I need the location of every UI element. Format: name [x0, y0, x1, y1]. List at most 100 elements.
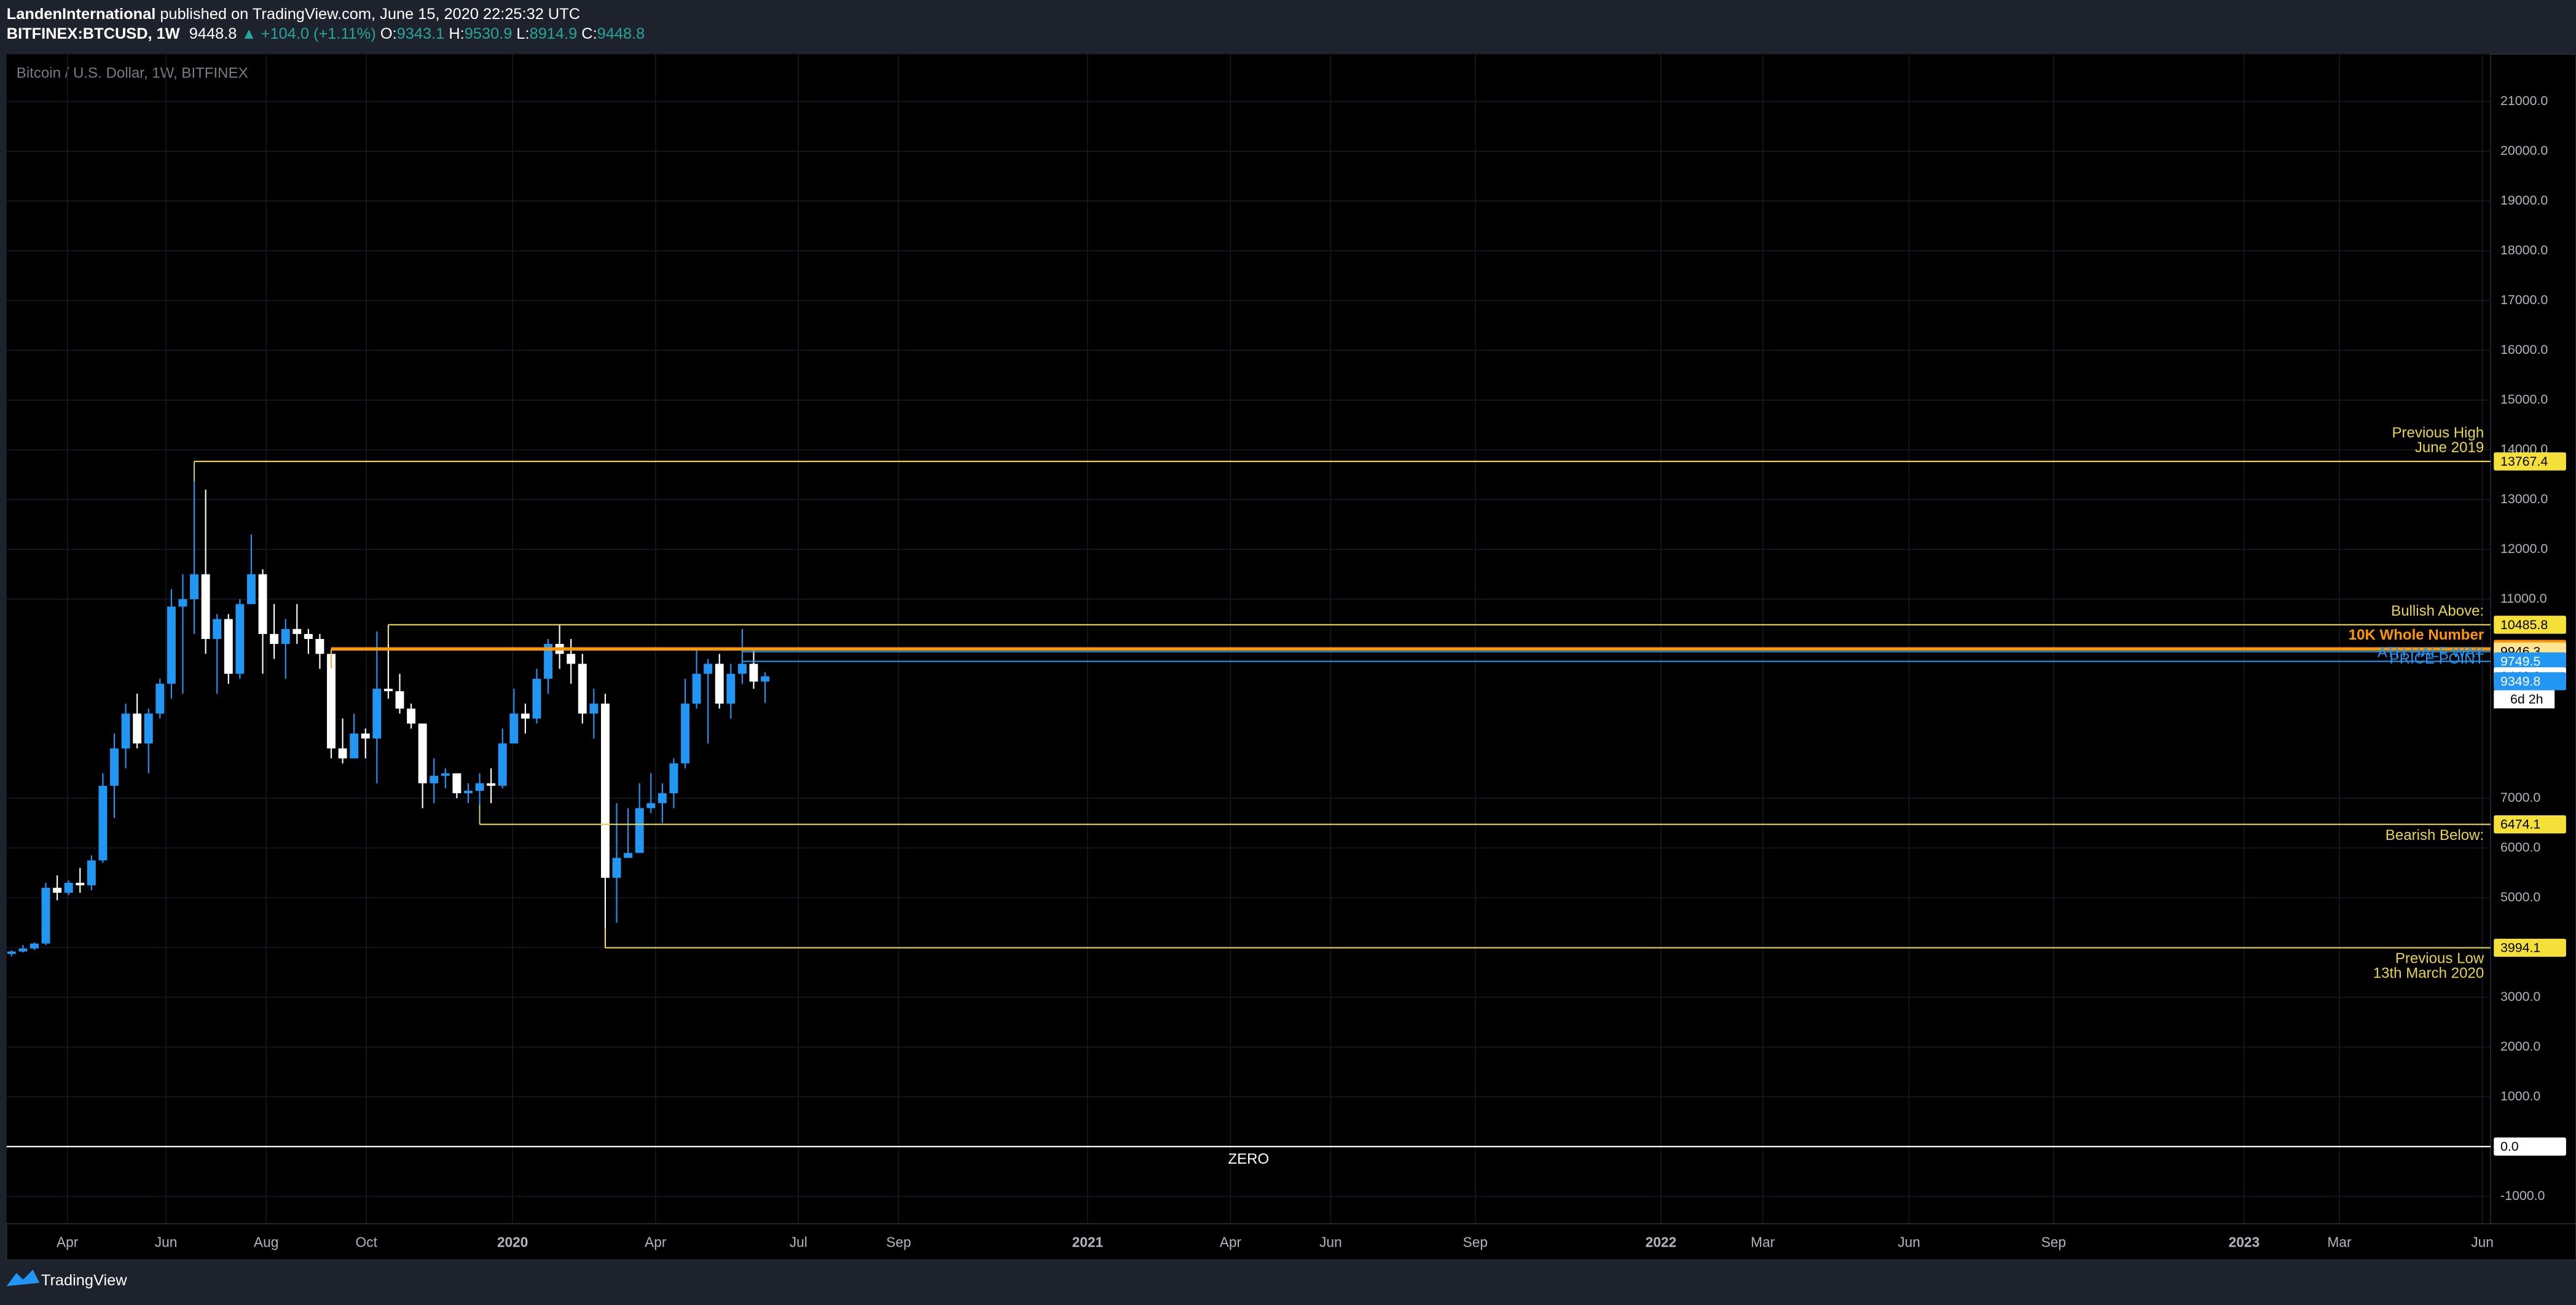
price-tag-label: 13767.4	[2500, 454, 2548, 469]
candle-body	[430, 775, 439, 783]
x-tick-label: Apr	[1220, 1234, 1242, 1250]
x-tick-label: 2022	[1646, 1234, 1677, 1250]
price-axis	[2490, 53, 2576, 1225]
x-tick-label: Jun	[1319, 1234, 1342, 1250]
candle-body	[29, 943, 39, 949]
price-tag	[2494, 452, 2566, 471]
candle-body	[681, 703, 689, 764]
candle-body	[589, 703, 599, 714]
time-axis	[6, 1223, 2576, 1261]
x-tick-label: Jun	[1898, 1234, 1920, 1250]
countdown: 6d 2h	[2510, 692, 2543, 707]
candle-body	[407, 708, 416, 724]
symbol: BITFINEX:BTCUSD, 1W	[7, 25, 180, 42]
x-tick-label: Aug	[254, 1234, 278, 1250]
price-tag-label: 9349.8	[2500, 674, 2540, 689]
candle-body	[258, 574, 267, 634]
y-tick-label: 21000.0	[2500, 93, 2548, 108]
price-tag-label: 9749.5	[2500, 654, 2540, 668]
candle-body	[98, 785, 108, 861]
candle-body	[544, 644, 552, 679]
candle-body	[235, 604, 245, 674]
candle-body	[578, 664, 587, 714]
candle-body	[669, 763, 678, 794]
candle-body	[64, 882, 73, 893]
price-tag	[2494, 938, 2566, 957]
x-tick-label: Oct	[356, 1234, 378, 1250]
price-tag	[2494, 815, 2566, 834]
header-line-1: LandenInternational published on Trading…	[7, 6, 580, 23]
c-label: C:	[581, 25, 597, 42]
candle-body	[704, 664, 713, 674]
l-label: L:	[516, 25, 529, 42]
candle-body	[441, 773, 450, 776]
price-tag	[2494, 652, 2566, 671]
candle-body	[464, 790, 473, 794]
level-note: 10K Whole Number	[2349, 627, 2484, 643]
x-tick-label: Mar	[2327, 1234, 2352, 1250]
level-note: June 2019	[2415, 439, 2484, 456]
x-tick-label: Sep	[1463, 1234, 1488, 1250]
candle-body	[761, 676, 770, 682]
candle-body	[635, 808, 644, 853]
c-value: 9448.8	[597, 25, 645, 42]
candle-body	[327, 654, 336, 749]
x-tick-label: Jun	[155, 1234, 178, 1250]
header-line-2: BITFINEX:BTCUSD, 1W 9448.8 ▲ +104.0 (+1.…	[7, 25, 645, 42]
candle-body	[749, 664, 758, 682]
y-tick-label: 5000.0	[2500, 890, 2540, 904]
candle-body	[53, 887, 62, 893]
candle-body	[270, 633, 279, 645]
candle-body	[167, 606, 176, 684]
candle-body	[155, 683, 165, 714]
candle-body	[76, 882, 85, 885]
candle-body	[726, 673, 736, 704]
level-note: Bullish Above:	[2391, 603, 2484, 619]
candle-body	[383, 688, 393, 691]
candle-body	[315, 638, 324, 654]
candle-body	[110, 748, 119, 786]
level-note: Previous Low	[2395, 950, 2484, 967]
candle-body	[600, 703, 610, 878]
candle-body	[133, 713, 142, 744]
candle-body	[224, 619, 233, 674]
x-tick-label: Mar	[1751, 1234, 1775, 1250]
candle-body	[509, 713, 519, 744]
change: ▲ +104.0 (+1.11%)	[241, 25, 375, 42]
h-label: H:	[449, 25, 464, 42]
x-tick-label: 2023	[2229, 1234, 2260, 1250]
candle-body	[87, 860, 96, 885]
y-tick-label: 18000.0	[2500, 243, 2548, 257]
candle-body	[201, 574, 210, 639]
level-note: ATH HALF WAY	[2378, 645, 2484, 661]
candle-body	[213, 619, 222, 639]
x-tick-label: Apr	[645, 1234, 667, 1250]
candle-body	[612, 858, 621, 878]
y-tick-label: 2000.0	[2500, 1039, 2540, 1054]
candle-body	[567, 654, 576, 664]
candle-body	[18, 948, 28, 952]
y-tick-label: 12000.0	[2500, 541, 2548, 556]
price-tag-label: 0.0	[2500, 1139, 2519, 1154]
candle-body	[520, 713, 530, 719]
x-tick-label: 2020	[497, 1234, 528, 1250]
candle-body	[190, 574, 199, 600]
candle-body	[7, 951, 16, 954]
x-tick-label: Apr	[57, 1234, 79, 1250]
candle-body	[692, 673, 701, 704]
price-tag-label: 6474.1	[2500, 817, 2540, 832]
author: LandenInternational	[7, 6, 156, 23]
candle-body	[372, 688, 382, 739]
candle-body	[475, 783, 484, 791]
candle-body	[737, 664, 747, 674]
y-tick-label: 7000.0	[2500, 790, 2540, 805]
price-tag	[2494, 1137, 2566, 1156]
candle-body	[121, 713, 130, 749]
y-tick-label: 17000.0	[2500, 292, 2548, 307]
candle-body	[247, 574, 256, 605]
candle-body	[487, 783, 496, 786]
candle-body	[144, 713, 153, 744]
o-value: 9343.1	[397, 25, 445, 42]
